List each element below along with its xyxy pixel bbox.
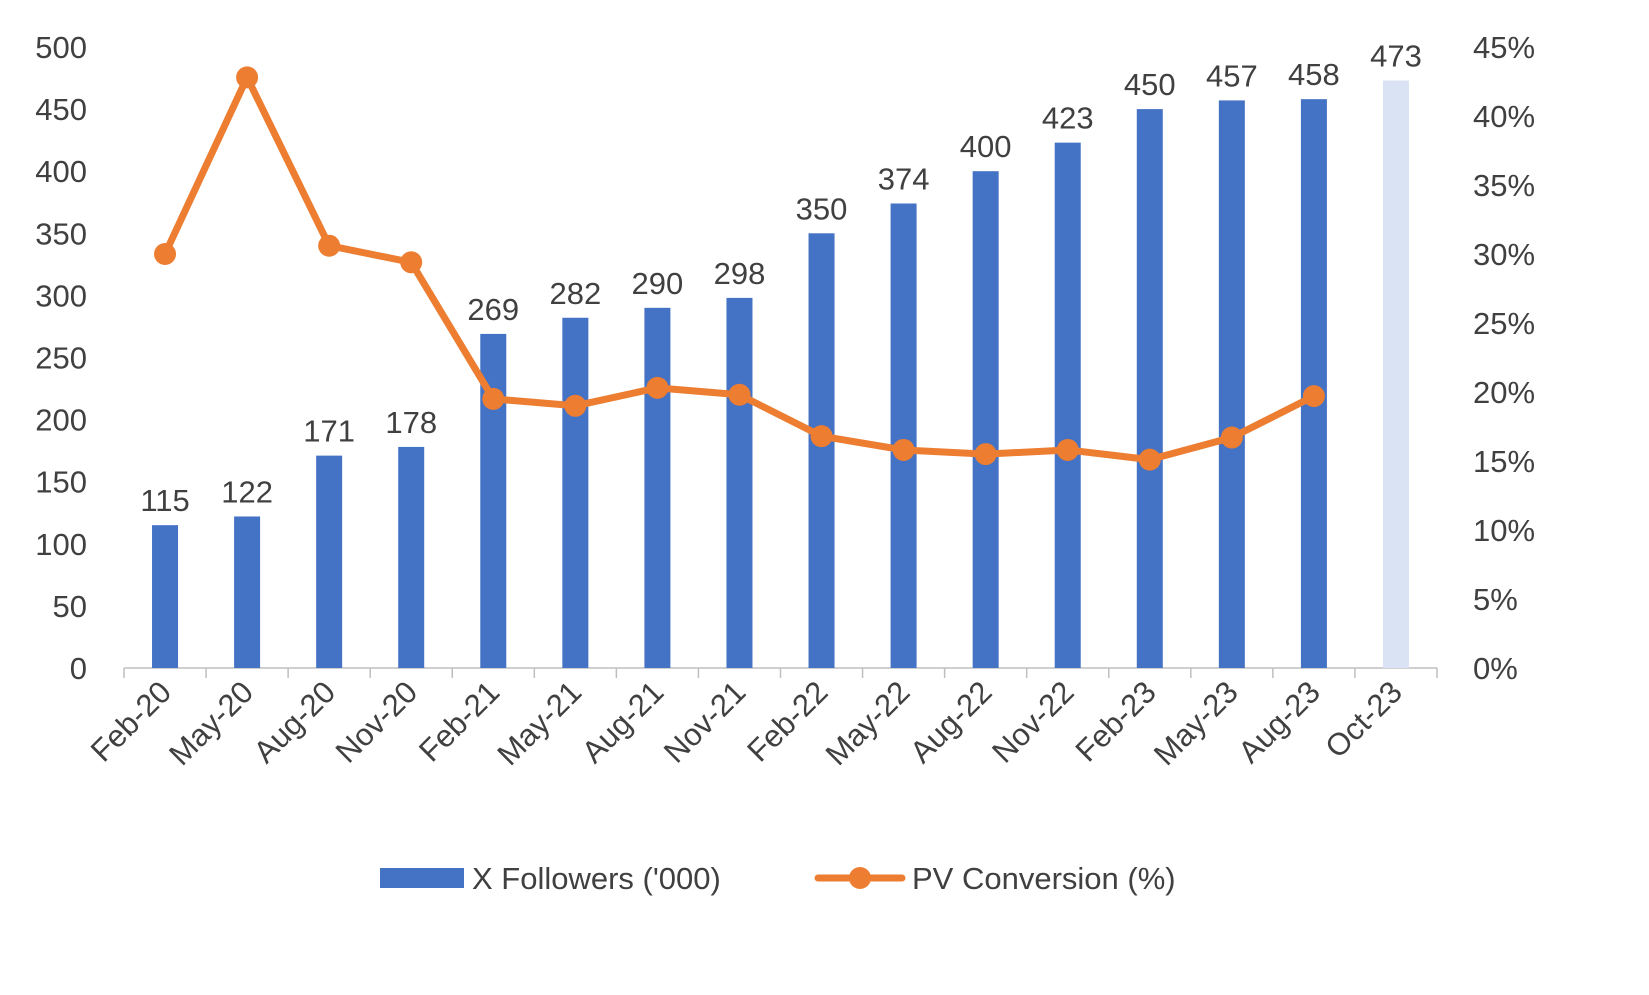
bar-data-label: 423 bbox=[1042, 101, 1094, 136]
y-right-tick-label: 5% bbox=[1473, 582, 1518, 617]
bar bbox=[972, 171, 999, 668]
line-point bbox=[1138, 448, 1161, 471]
bar-data-label: 457 bbox=[1206, 58, 1258, 93]
line-point bbox=[236, 66, 259, 89]
y-right-tick-label: 45% bbox=[1473, 30, 1535, 65]
bar-data-label: 458 bbox=[1288, 57, 1340, 92]
bar-data-label: 290 bbox=[632, 266, 684, 301]
x-axis-category-label: Nov-20 bbox=[329, 674, 424, 769]
x-axis-category-label: Aug-23 bbox=[1231, 674, 1326, 769]
legend-label-conversion: PV Conversion (%) bbox=[912, 861, 1176, 896]
x-axis-category-label: Aug-22 bbox=[903, 674, 998, 769]
line-point bbox=[318, 234, 341, 257]
line-point bbox=[646, 376, 669, 399]
bar bbox=[1300, 99, 1327, 668]
bar-series-layer bbox=[152, 80, 1409, 669]
bar-data-label: 298 bbox=[714, 256, 766, 291]
x-axis-category-label: Feb-23 bbox=[1069, 674, 1163, 768]
x-axis-category-label: Feb-21 bbox=[412, 674, 506, 768]
bar-data-label: 115 bbox=[140, 483, 189, 518]
x-axis-category-label: Nov-22 bbox=[985, 674, 1080, 769]
x-axis-category-label: Feb-22 bbox=[740, 674, 834, 768]
bar bbox=[398, 446, 425, 668]
line-point bbox=[728, 383, 751, 406]
line-series-layer bbox=[154, 66, 1325, 471]
x-axis-category-label: Feb-20 bbox=[84, 674, 178, 768]
bar bbox=[890, 203, 917, 668]
x-axis-category-label: May-23 bbox=[1147, 674, 1245, 772]
bar-data-label: 122 bbox=[221, 474, 273, 509]
y-right-tick-label: 15% bbox=[1473, 444, 1535, 479]
x-axis-category-label: Aug-20 bbox=[247, 674, 342, 769]
y-right-tick-label: 10% bbox=[1473, 513, 1535, 548]
y-left-tick-label: 500 bbox=[35, 30, 87, 65]
y-left-tick-label: 150 bbox=[35, 465, 87, 500]
y-left-tick-label: 50 bbox=[53, 589, 87, 624]
line-point bbox=[400, 251, 423, 274]
x-axis-category-label: Nov-21 bbox=[657, 674, 752, 769]
line-point bbox=[810, 425, 833, 448]
legend-label-followers: X Followers ('000) bbox=[472, 861, 721, 896]
legend-swatch-bar bbox=[380, 868, 464, 888]
y-left-tick-label: 450 bbox=[35, 92, 87, 127]
bar-data-label: 400 bbox=[960, 129, 1012, 164]
x-axis-category-label: Aug-21 bbox=[575, 674, 670, 769]
line-point bbox=[154, 243, 177, 265]
bar-data-label: 374 bbox=[878, 161, 930, 196]
y-left-tick-label: 200 bbox=[35, 403, 87, 438]
y-left-tick-label: 100 bbox=[35, 527, 87, 562]
line-point bbox=[1220, 426, 1243, 449]
y-left-tick-label: 400 bbox=[35, 154, 87, 189]
line-point bbox=[564, 394, 587, 417]
bar bbox=[1136, 109, 1163, 669]
bar-data-label: 450 bbox=[1124, 67, 1176, 102]
bar-data-label: 171 bbox=[303, 414, 355, 449]
x-axis-category-label: May-22 bbox=[819, 674, 917, 772]
bar bbox=[1382, 80, 1409, 668]
bar-data-label: 269 bbox=[467, 292, 519, 327]
bar bbox=[152, 525, 179, 668]
y-right-tick-label: 40% bbox=[1473, 99, 1535, 134]
bar bbox=[644, 307, 671, 668]
bar bbox=[234, 516, 261, 668]
x-axis-category-label: May-20 bbox=[162, 674, 260, 772]
y-left-tick-label: 0 bbox=[70, 651, 87, 686]
legend: X Followers ('000) PV Conversion (%) bbox=[380, 861, 1176, 896]
bar-data-label: 350 bbox=[796, 191, 848, 226]
y-left-tick-label: 300 bbox=[35, 278, 87, 313]
line-point bbox=[1056, 438, 1079, 461]
legend-swatch-marker bbox=[849, 867, 871, 889]
y-right-tick-label: 35% bbox=[1473, 168, 1535, 203]
x-axis-category-label: Oct-23 bbox=[1318, 674, 1409, 765]
bar-data-label: 473 bbox=[1370, 39, 1422, 74]
line-point bbox=[482, 387, 505, 410]
bar bbox=[1218, 100, 1245, 668]
y-right-tick-label: 0% bbox=[1473, 651, 1518, 686]
line-point bbox=[892, 438, 915, 461]
x-axis-category-label: May-21 bbox=[490, 674, 588, 772]
bar bbox=[726, 297, 753, 668]
y-left-tick-label: 250 bbox=[35, 341, 87, 376]
line-point bbox=[974, 443, 997, 466]
bar bbox=[1054, 142, 1081, 668]
y-right-tick-label: 20% bbox=[1473, 375, 1535, 410]
line-point bbox=[1302, 385, 1325, 408]
bar-data-label: 282 bbox=[549, 276, 601, 311]
y-right-tick-label: 25% bbox=[1473, 306, 1535, 341]
bar-data-label: 178 bbox=[385, 405, 437, 440]
bar-data-labels-layer: 115 122 171 178 269 282 290 298 350 374 400 423 450 4… bbox=[140, 39, 1422, 519]
y-right-tick-label: 30% bbox=[1473, 237, 1535, 272]
bar bbox=[562, 317, 589, 668]
bar bbox=[808, 233, 835, 669]
y-left-tick-label: 350 bbox=[35, 216, 87, 251]
bar bbox=[316, 455, 343, 668]
